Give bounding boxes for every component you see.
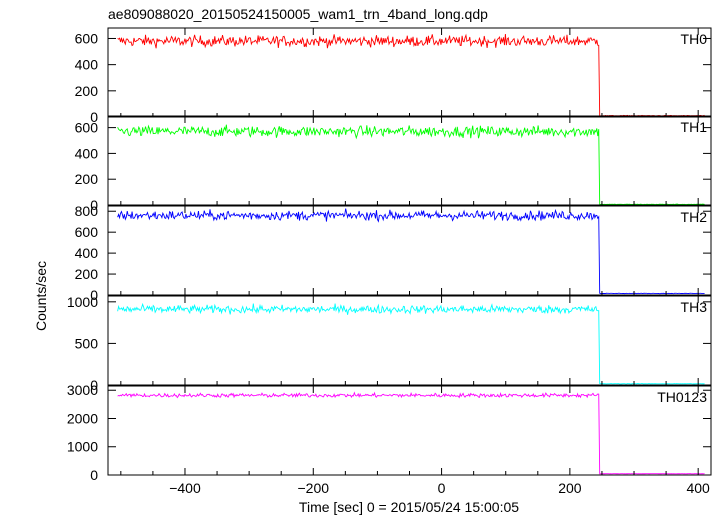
series-name-th0: TH0 <box>681 31 708 47</box>
series-line-th2 <box>117 208 705 295</box>
y-tick-label: 0 <box>90 287 98 303</box>
y-tick-label: 200 <box>75 171 99 187</box>
chart-title: ae809088020_20150524150005_wam1_trn_4ban… <box>108 6 488 22</box>
y-tick-label: 2000 <box>67 410 98 426</box>
y-tick-label: 400 <box>75 245 99 261</box>
panel-frame <box>107 205 712 296</box>
y-tick-label: 600 <box>75 30 99 46</box>
series-name-th3: TH3 <box>681 299 708 315</box>
y-tick-label: 400 <box>75 57 99 73</box>
x-tick-label: −200 <box>298 480 330 496</box>
y-tick-label: 1000 <box>67 294 98 310</box>
x-tick-label: 0 <box>438 480 446 496</box>
y-tick-label: 500 <box>75 335 99 351</box>
y-tick-label: 0 <box>90 377 98 393</box>
series-line-th0123 <box>117 391 705 475</box>
y-tick-label: 600 <box>75 120 99 136</box>
series-line-th3 <box>117 302 705 385</box>
y-tick-label: 0 <box>90 467 98 483</box>
y-tick-label: 0 <box>90 197 98 213</box>
panel-th0: 0 200 400 600 TH0 <box>75 27 712 125</box>
x-tick-label: 200 <box>558 480 582 496</box>
panels-group: 0 200 400 600 TH0 0 200 400 600 TH1 0 200 400 600 800 T… <box>67 27 712 496</box>
series-name-th2: TH2 <box>681 209 708 225</box>
x-tick-label: 400 <box>686 480 710 496</box>
series-line-th1 <box>117 124 705 206</box>
panel-th3: 0 500 1000 TH3 <box>67 294 712 393</box>
x-tick-label: −400 <box>169 480 201 496</box>
x-axis-label: Time [sec] 0 = 2015/05/24 15:00:05 <box>299 499 519 515</box>
y-tick-label: 1000 <box>67 439 98 455</box>
y-tick-label: 800 <box>75 203 99 219</box>
y-axis-label: Counts/sec <box>33 261 49 331</box>
y-tick-label: 400 <box>75 145 99 161</box>
series-name-th1: TH1 <box>681 119 708 135</box>
y-tick-label: 200 <box>75 83 99 99</box>
y-tick-label: 3000 <box>67 382 98 398</box>
panel-th2: 0 200 400 600 800 TH2 <box>75 203 712 303</box>
y-tick-label: 0 <box>90 109 98 125</box>
series-line-th0 <box>117 33 705 117</box>
y-tick-label: 600 <box>75 224 99 240</box>
y-tick-label: 200 <box>75 266 99 282</box>
series-name-th0123: TH0123 <box>657 389 707 405</box>
panel-th1: 0 200 400 600 TH1 <box>75 115 712 213</box>
panel-frame <box>107 385 712 476</box>
panel-th0123: 0 1000 2000 3000 TH0123 <box>67 382 712 483</box>
